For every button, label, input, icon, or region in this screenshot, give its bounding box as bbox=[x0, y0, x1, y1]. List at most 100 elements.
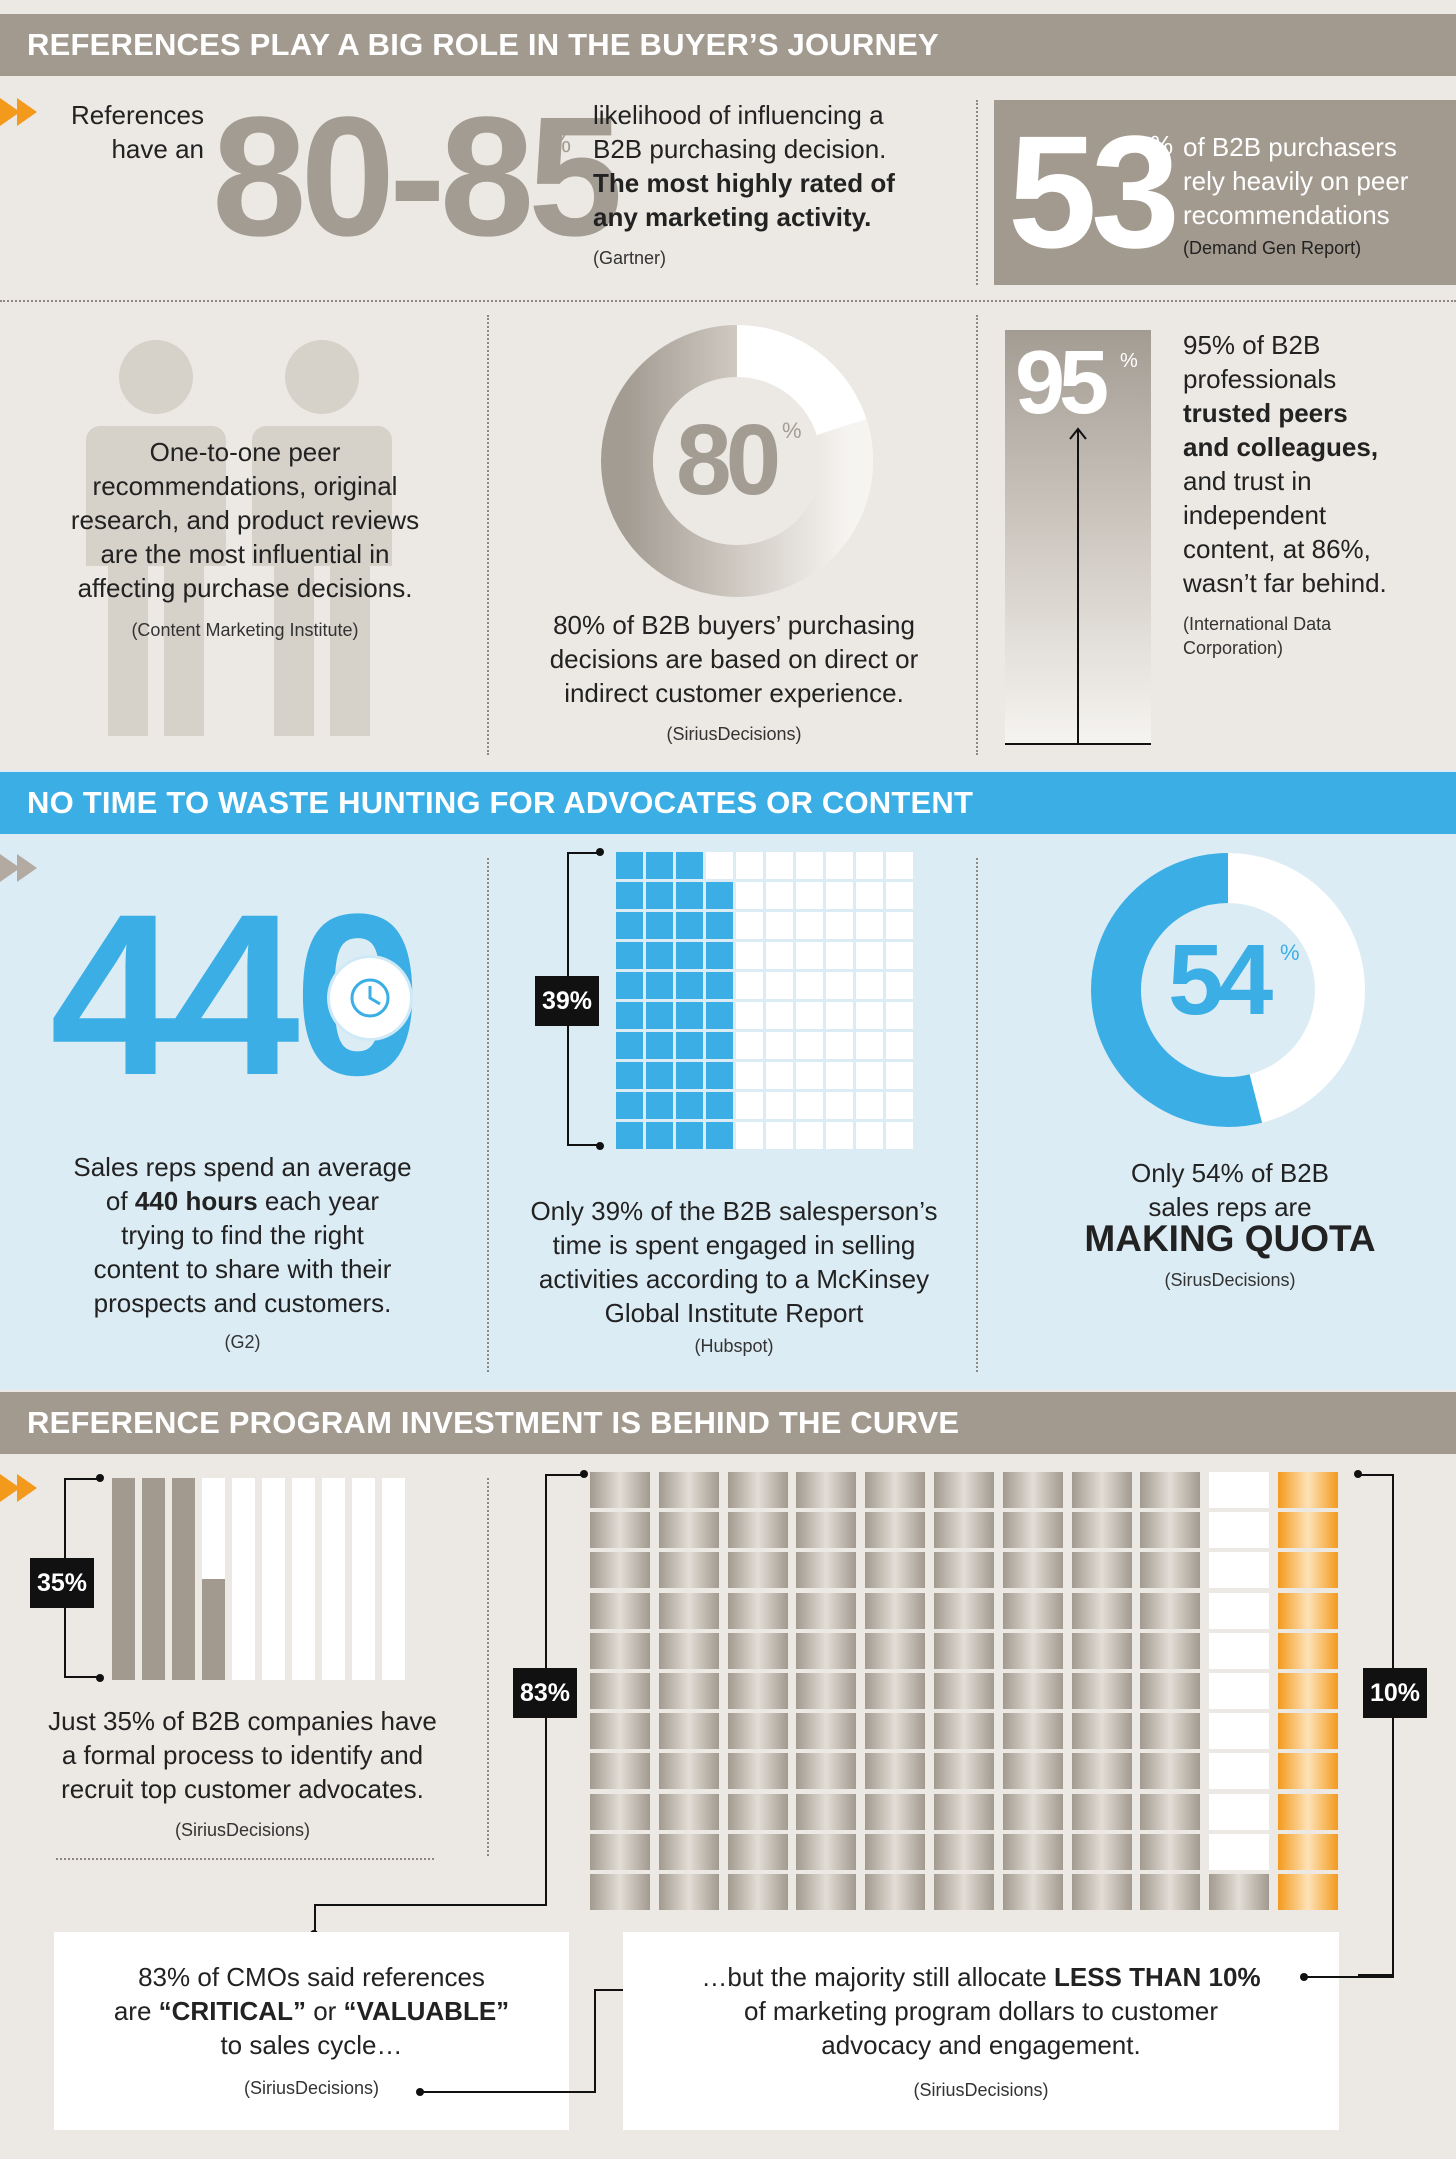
budget-cell bbox=[865, 1632, 926, 1669]
donut-chart-54 bbox=[1091, 853, 1365, 1127]
bracket-dot bbox=[580, 1470, 588, 1478]
grid-cell bbox=[796, 882, 823, 909]
budget-cell bbox=[1209, 1753, 1270, 1790]
orange-arrow-icon bbox=[0, 1474, 40, 1502]
divider bbox=[976, 315, 978, 755]
box1-text-1: 83% of CMOs said references bbox=[138, 1962, 485, 1992]
grid-cell bbox=[736, 1002, 763, 1029]
references-have-an: References have an bbox=[71, 100, 204, 164]
stat-53-text-1: of B2B purchasers bbox=[1183, 132, 1397, 162]
budget-cell bbox=[727, 1713, 788, 1750]
divider bbox=[0, 300, 1456, 302]
budget-cell bbox=[1002, 1632, 1063, 1669]
stat-influential-text-2: recommendations, original bbox=[92, 471, 398, 501]
budget-cell bbox=[1002, 1512, 1063, 1549]
grid-cell bbox=[736, 972, 763, 999]
budget-cell bbox=[796, 1552, 857, 1589]
grid-cell bbox=[856, 852, 883, 879]
grid-cell bbox=[676, 912, 703, 939]
budget-cell bbox=[1278, 1673, 1338, 1709]
stat-440-text-2: of 440 hours each year bbox=[105, 1186, 380, 1216]
budget-cell bbox=[1209, 1713, 1270, 1750]
person-silhouette-icon bbox=[86, 340, 226, 736]
grid-cell bbox=[706, 972, 733, 999]
grid-cell bbox=[886, 912, 913, 939]
label-83: 83% bbox=[513, 1668, 577, 1718]
budget-cell bbox=[658, 1552, 719, 1589]
bar-column bbox=[232, 1478, 255, 1680]
budget-cell bbox=[1209, 1592, 1270, 1629]
budget-cell bbox=[1002, 1472, 1063, 1508]
budget-cell bbox=[934, 1592, 994, 1629]
bar-fill bbox=[172, 1478, 195, 1680]
budget-cell bbox=[1002, 1592, 1063, 1629]
person-silhouette-icon bbox=[252, 340, 392, 736]
bracket-dot bbox=[596, 1142, 604, 1150]
budget-cell bbox=[658, 1753, 719, 1790]
grid-cell bbox=[826, 1002, 853, 1029]
grid-cell bbox=[766, 882, 793, 909]
stat-54-text-1: Only 54% of B2B bbox=[1131, 1158, 1329, 1188]
grid-cell bbox=[856, 1122, 883, 1149]
budget-cell bbox=[1071, 1753, 1132, 1790]
bar-fill bbox=[142, 1478, 165, 1680]
budget-cell bbox=[1071, 1793, 1132, 1830]
box1-source: (SiriusDecisions) bbox=[243, 2078, 380, 2098]
orange-arrow-icon bbox=[0, 98, 40, 126]
stat-80-85-bold-2: any marketing activity. bbox=[593, 202, 872, 232]
grid-cell bbox=[886, 1092, 913, 1119]
stat-53-text-2: rely heavily on peer bbox=[1183, 166, 1409, 196]
divider bbox=[487, 858, 489, 1372]
budget-cell bbox=[1209, 1512, 1270, 1549]
budget-cell bbox=[727, 1552, 788, 1589]
stat-440-source: (G2) bbox=[224, 1332, 261, 1352]
stat-39-text-1: Only 39% of the B2B salesperson’s bbox=[530, 1196, 938, 1226]
grid-cell bbox=[676, 852, 703, 879]
grid-cell bbox=[616, 852, 643, 879]
bar-column bbox=[292, 1478, 315, 1680]
bracket-dot bbox=[96, 1674, 104, 1682]
budget-cell bbox=[1002, 1874, 1063, 1910]
stat-95-number: 95 bbox=[1015, 333, 1109, 433]
grid-cell bbox=[736, 942, 763, 969]
grid-cell bbox=[856, 1062, 883, 1089]
budget-cell bbox=[1071, 1512, 1132, 1549]
stat-95-text-4: independent bbox=[1183, 500, 1327, 530]
stat-80-85-number: 80-85 bbox=[212, 82, 623, 272]
box1-critical: “CRITICAL” bbox=[158, 1996, 306, 2026]
budget-cell bbox=[658, 1512, 719, 1549]
budget-cell bbox=[796, 1472, 857, 1508]
grid-cell bbox=[706, 1062, 733, 1089]
up-arrow-icon bbox=[1069, 427, 1087, 743]
grid-cell bbox=[616, 882, 643, 909]
budget-cell bbox=[1209, 1673, 1270, 1709]
stat-54-number: 54 bbox=[1168, 924, 1273, 1036]
bar-fill bbox=[202, 1579, 225, 1680]
budget-cell bbox=[1278, 1713, 1338, 1750]
stat-95-text-2: professionals bbox=[1183, 364, 1337, 394]
stat-80-85-percent: % bbox=[548, 128, 572, 158]
grid-cell bbox=[886, 1122, 913, 1149]
budget-cell bbox=[796, 1592, 857, 1629]
grid-cell bbox=[616, 972, 643, 999]
divider bbox=[976, 100, 978, 285]
donut-80-arc bbox=[601, 325, 873, 597]
box2-text-1: …but the majority still allocate LESS TH… bbox=[701, 1962, 1261, 1992]
bar-column bbox=[322, 1478, 345, 1680]
grid-cell bbox=[796, 1092, 823, 1119]
grid-cell bbox=[766, 1122, 793, 1149]
grid-cell bbox=[766, 942, 793, 969]
divider bbox=[487, 1478, 489, 1856]
budget-cell bbox=[727, 1512, 788, 1549]
budget-cell bbox=[727, 1592, 788, 1629]
connector-line bbox=[594, 1989, 644, 1991]
donut-54-arc bbox=[1091, 853, 1263, 1127]
budget-cell bbox=[1140, 1673, 1201, 1709]
budget-cell bbox=[1071, 1874, 1132, 1910]
stat-35-text-3: recruit top customer advocates. bbox=[61, 1774, 424, 1804]
grid-cell bbox=[886, 852, 913, 879]
budget-cell bbox=[590, 1673, 650, 1709]
budget-cell bbox=[865, 1793, 926, 1830]
grid-cell bbox=[616, 1062, 643, 1089]
budget-cell bbox=[934, 1874, 994, 1910]
